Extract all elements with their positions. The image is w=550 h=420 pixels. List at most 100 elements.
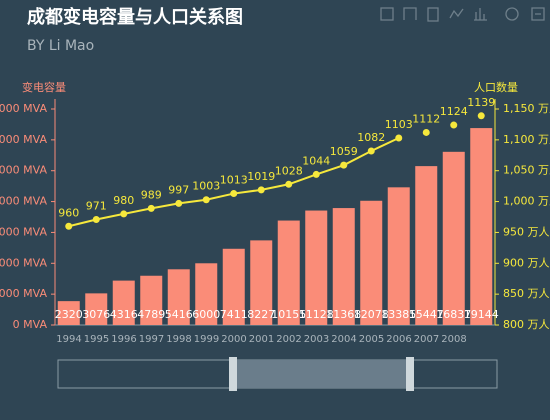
x-tick-label: 2003 <box>304 334 329 345</box>
bar-value-label: 3076 <box>82 308 110 321</box>
bar-value-label: 19144 <box>464 308 499 321</box>
bar <box>305 210 328 325</box>
y2-tick-label: 1,050 万人 <box>503 164 550 177</box>
line-point <box>230 190 238 198</box>
x-tick-label: 1998 <box>166 334 191 345</box>
line-point <box>257 186 265 194</box>
bar <box>140 275 163 325</box>
x-tick-label: 2005 <box>359 334 384 345</box>
x-tick-label: 2000 <box>221 334 246 345</box>
line-point <box>422 128 430 136</box>
x-tick-label: 1995 <box>84 334 109 345</box>
line-value-label: 1112 <box>412 112 440 125</box>
tool-save[interactable] <box>531 7 545 21</box>
tool-restore[interactable] <box>505 7 519 21</box>
x-tick-label: 2008 <box>441 334 466 345</box>
line-point <box>120 210 128 218</box>
tool-back[interactable] <box>403 7 417 20</box>
y-tick-label: 3000 MVA <box>0 287 47 300</box>
bar-value-label: 11368 <box>326 308 361 321</box>
bar <box>250 240 273 325</box>
y-tick-label: 21000 MVA <box>0 102 47 115</box>
y-tick-label: 9000 MVA <box>0 225 47 238</box>
x-tick-label: 1999 <box>194 334 219 345</box>
y2-tick-label: 1,150 万人 <box>503 102 550 115</box>
x-tick-label: 1994 <box>56 334 81 345</box>
x-tick-label: 2001 <box>249 334 274 345</box>
y-axis-title: 变电容量 <box>22 80 66 94</box>
chart-subtitle: BY Li Mao <box>27 38 94 54</box>
bar <box>470 128 493 325</box>
line-value-label: 980 <box>113 194 134 207</box>
bar <box>85 293 108 325</box>
bar-value-label: 4789 <box>137 308 165 321</box>
x-tick-label: 2007 <box>414 334 439 345</box>
line-value-label: 971 <box>86 199 107 212</box>
y2-tick-label: 850 万人 <box>503 287 550 300</box>
x-tick-label: 2002 <box>276 334 301 345</box>
bar-value-label: 2320 <box>55 308 83 321</box>
bar <box>57 301 80 325</box>
line-point <box>477 112 485 120</box>
y-tick-label: 18000 MVA <box>0 133 47 146</box>
line-point <box>312 170 320 178</box>
line-value-label: 1124 <box>440 105 468 118</box>
zoom-handle[interactable] <box>229 357 237 391</box>
line-point <box>367 147 375 155</box>
chart-title: 成都变电容量与人口关系图 <box>27 6 243 28</box>
bar-value-label: 6000 <box>192 308 220 321</box>
line-value-label: 1019 <box>247 170 275 183</box>
bar <box>442 151 465 325</box>
line-value-label: 1082 <box>357 131 385 144</box>
bar <box>387 187 410 325</box>
x-tick-label: 1997 <box>139 334 164 345</box>
data-zoom[interactable] <box>57 357 498 391</box>
tool-line[interactable] <box>449 8 464 19</box>
zoom-window[interactable] <box>233 360 410 388</box>
bar-value-label: 7411 <box>220 308 248 321</box>
toolbox[interactable] <box>380 7 545 22</box>
y-tick-label: 12000 MVA <box>0 195 47 208</box>
x-tick-label: 2004 <box>331 334 356 345</box>
y2-axis-title: 人口数量 <box>474 81 518 94</box>
tool-bar[interactable] <box>474 8 487 21</box>
y2-tick-label: 900 万人 <box>503 256 550 269</box>
line-value-label: 1028 <box>275 164 303 177</box>
y2-tick-label: 1,100 万人 <box>503 133 550 146</box>
line-value-label: 960 <box>58 206 79 219</box>
bar <box>277 220 300 325</box>
line-point <box>65 222 73 230</box>
line-value-label: 1044 <box>302 154 330 167</box>
y2-tick-label: 800 万人 <box>503 318 550 331</box>
line-point <box>202 196 210 204</box>
zoom-handle[interactable] <box>406 357 414 391</box>
line-point <box>175 199 183 207</box>
line-point <box>450 121 458 129</box>
bar <box>332 208 355 325</box>
bar-value-label: 8227 <box>247 308 275 321</box>
y-tick-label: 0 MVA <box>13 318 48 331</box>
bar <box>415 166 438 325</box>
line-point <box>395 134 403 142</box>
bar <box>222 248 245 325</box>
bar <box>195 263 218 325</box>
line-value-label: 1139 <box>467 96 495 109</box>
line-point <box>92 215 100 223</box>
line-point <box>285 180 293 188</box>
bar-value-label: 15447 <box>409 308 444 321</box>
line-value-label: 1013 <box>220 174 248 187</box>
line-value-label: 1003 <box>192 180 220 193</box>
bar-value-label: 4316 <box>110 308 138 321</box>
y-tick-label: 6000 MVA <box>0 256 47 269</box>
tool-data[interactable] <box>427 7 439 22</box>
line-point <box>147 204 155 212</box>
bar-value-label: 13385 <box>381 308 416 321</box>
bar <box>360 200 383 325</box>
x-tick-label: 2006 <box>386 334 411 345</box>
bar-value-label: 5416 <box>165 308 193 321</box>
line-value-label: 989 <box>141 188 162 201</box>
tool-zoom[interactable] <box>380 7 394 21</box>
y2-tick-label: 950 万人 <box>503 225 550 238</box>
bar <box>167 269 190 325</box>
